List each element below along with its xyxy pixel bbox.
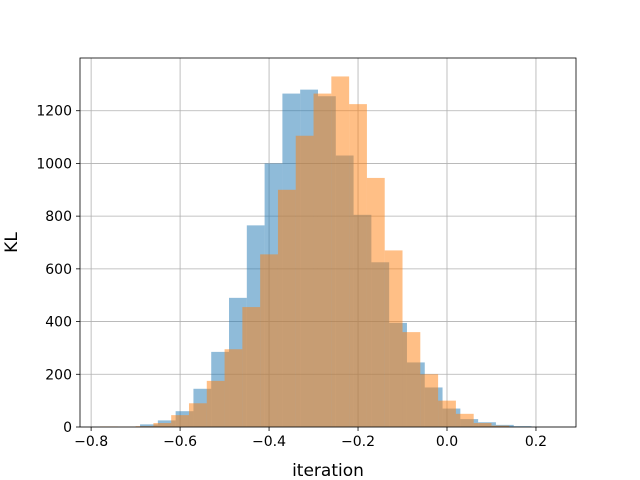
axis-ticks: −0.8 −0.6 −0.4 −0.2 0.0 0.2 0 200 400 600 800 1000 1…: [36, 104, 547, 450]
histogram-bar-series-2: [420, 374, 439, 427]
histogram-bar-series-2: [277, 189, 296, 427]
histogram-bar-series-2: [188, 403, 207, 427]
histogram-bar-series-2: [438, 400, 456, 427]
x-tick-label: −0.6: [163, 434, 197, 450]
histogram-bar-series-2: [242, 307, 261, 427]
y-tick-label: 1000: [36, 156, 72, 172]
x-tick-label: 0.2: [525, 434, 547, 450]
histogram-bar-series-2: [402, 332, 421, 427]
histogram-bar-series-2: [313, 93, 332, 427]
y-tick-label: 600: [45, 262, 72, 278]
plot-frame: [79, 57, 577, 428]
histogram-bar-series-2: [455, 413, 474, 427]
histogram-bar-series-1: [140, 424, 158, 427]
x-tick-label: −0.8: [74, 434, 108, 450]
histogram-bar-series-2: [224, 349, 243, 427]
histogram-bar-series-2: [384, 250, 403, 427]
histogram-bar-series-2: [260, 254, 278, 427]
histogram-bar-series-2: [366, 177, 385, 427]
y-tick-label: 200: [45, 367, 72, 383]
histogram-bar-series-2: [331, 76, 350, 427]
histogram-bars: [100, 76, 532, 427]
histogram-bar-series-2: [473, 423, 492, 427]
histogram-bar-series-2: [349, 104, 367, 427]
histogram-bar-series-2: [171, 415, 189, 427]
y-tick-label: 1200: [36, 104, 72, 120]
x-tick-label: −0.2: [341, 434, 375, 450]
histogram-bar-series-2: [295, 135, 314, 427]
y-tick-label: 0: [63, 420, 72, 436]
y-tick-label: 800: [45, 209, 72, 225]
x-tick-label: 0.0: [436, 434, 458, 450]
x-tick-label: −0.4: [252, 434, 286, 450]
histogram-bar-series-2: [153, 423, 172, 427]
y-axis-title: KL: [2, 232, 22, 253]
histogram-bar-series-2: [491, 425, 510, 427]
histogram-bar-series-2: [206, 380, 225, 427]
x-axis-title: iteration: [292, 461, 364, 480]
y-tick-label: 400: [45, 315, 72, 331]
